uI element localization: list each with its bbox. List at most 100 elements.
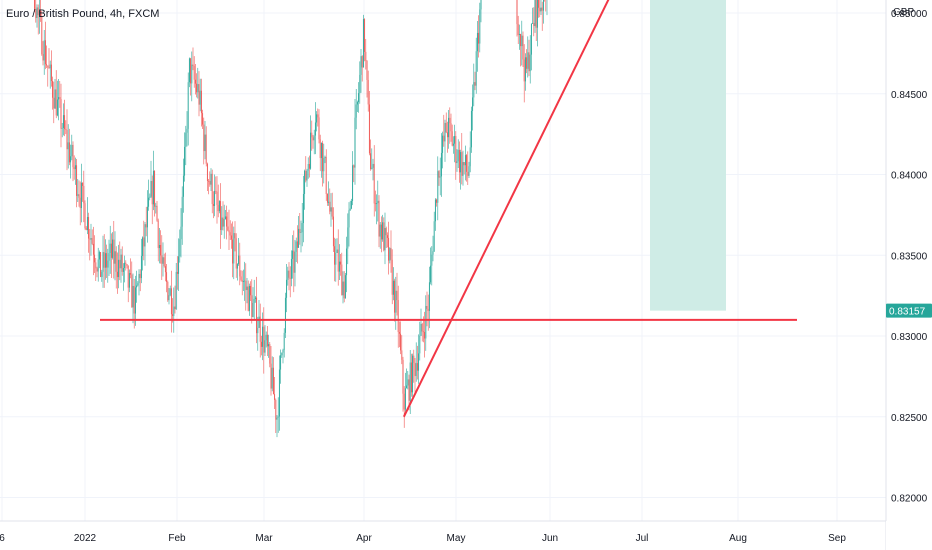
candle-body (169, 288, 171, 296)
candle-body (310, 132, 312, 169)
candle-body (185, 132, 187, 147)
candle-body (287, 270, 289, 280)
candle-body (234, 233, 236, 239)
candle-body (455, 136, 457, 164)
candle-body (346, 248, 348, 276)
candle-body (523, 59, 525, 82)
candle-body (241, 279, 243, 282)
candle-body (445, 122, 447, 133)
x-tick-label: Aug (729, 533, 747, 544)
candle-body (36, 7, 38, 19)
candle-body (80, 182, 82, 209)
candle-body (49, 64, 51, 69)
candle-body (377, 200, 379, 204)
candle-body (294, 251, 296, 273)
candle-body (107, 260, 109, 268)
candle-body (94, 254, 96, 263)
candle-body (62, 115, 64, 128)
x-tick-label: Sep (828, 533, 846, 544)
y-tick-label: 0.82500 (891, 413, 928, 424)
candle-body (439, 176, 441, 178)
candle-body (166, 272, 168, 282)
candle-body (384, 228, 386, 251)
candle-body (179, 239, 181, 257)
candle-body (170, 288, 172, 315)
candle-body (167, 281, 169, 301)
candle-body (197, 84, 199, 93)
candle-body (178, 256, 180, 274)
candle-body (286, 279, 288, 298)
candle-body (541, 7, 543, 11)
candle-body (168, 295, 170, 301)
candle-body (137, 283, 139, 286)
candle-body (337, 249, 339, 272)
candle-body (208, 180, 210, 182)
candle-body (50, 64, 52, 82)
candle-body (426, 306, 428, 309)
candle-body (239, 255, 241, 277)
candle-body (245, 280, 247, 291)
x-tick-label: May (447, 533, 466, 544)
candle-body (334, 246, 336, 265)
candle-body (247, 286, 249, 311)
candle-body (47, 65, 49, 68)
candle-body (110, 243, 112, 258)
candle-body (98, 252, 100, 260)
candle-body (109, 243, 111, 254)
candle-body (268, 344, 270, 347)
candle-body (462, 162, 464, 176)
candle-body (200, 90, 202, 114)
drawings[interactable] (0, 0, 886, 418)
x-tick-label: Apr (356, 533, 372, 544)
candle-body (70, 156, 72, 163)
candle-body (118, 259, 120, 278)
candle-body (188, 58, 190, 83)
candle-body (451, 131, 453, 146)
candle-body (419, 335, 421, 354)
candle-body (214, 190, 216, 206)
candle-body (390, 248, 392, 260)
candle-body (476, 32, 478, 52)
candle-body (256, 297, 258, 334)
candle-body (149, 196, 151, 198)
candle-body (52, 81, 54, 98)
candle-body (367, 79, 369, 105)
candle-body (308, 164, 310, 169)
candle-body (233, 233, 235, 264)
candle-body (352, 165, 354, 201)
candle-body (97, 259, 99, 272)
candle-body (538, 0, 540, 8)
candle-body (304, 170, 306, 194)
candle-body (68, 142, 70, 163)
candle-body (542, 0, 544, 11)
candle-body (95, 262, 97, 269)
candle-body (60, 99, 62, 129)
candle-body (416, 363, 418, 371)
candle-body (264, 340, 266, 353)
candle-body (220, 201, 222, 230)
chart-title: Euro / British Pound, 4h, FXCM (6, 8, 159, 20)
candle-body (530, 23, 532, 55)
candle-body (404, 388, 406, 410)
candle-body (401, 350, 403, 360)
candle-body (163, 257, 165, 267)
candle-body (532, 22, 534, 24)
candle-body (270, 363, 272, 389)
candle-body (328, 201, 330, 203)
candle-body (448, 117, 450, 138)
rising-trendline[interactable] (402, 0, 724, 418)
candle-body (356, 102, 358, 105)
candle-body (229, 232, 231, 236)
candle-body (326, 193, 328, 203)
candle-body (235, 238, 237, 269)
candle-body (174, 306, 176, 310)
candle-body (82, 182, 84, 186)
candle-body (203, 124, 205, 152)
candle-body (533, 22, 535, 27)
candle-body (392, 280, 394, 295)
candle-body (364, 19, 366, 52)
candle-body (443, 135, 445, 142)
candle-body (305, 170, 307, 181)
